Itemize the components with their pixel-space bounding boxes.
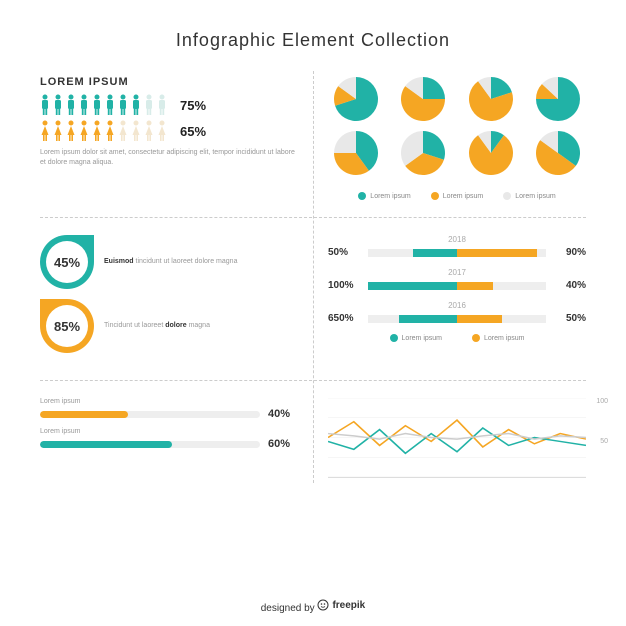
year-left-pct: 650% bbox=[328, 313, 362, 324]
page-title: Infographic Element Collection bbox=[40, 30, 586, 51]
progress-fill bbox=[40, 441, 172, 448]
legend-label: Lorem ipsum bbox=[443, 193, 483, 200]
callout-circle: 45% bbox=[40, 235, 94, 289]
year-block: 2017 100% 40% bbox=[328, 268, 586, 291]
pie-chart bbox=[400, 76, 446, 122]
yearbars-section: 2018 50% 90% 2017 100% 40% 2016 650% bbox=[328, 230, 586, 368]
legend-dot bbox=[390, 334, 398, 342]
year-block: 2016 650% 50% bbox=[328, 301, 586, 324]
callout-text: Euismod tincidunt ut laoreet dolore magn… bbox=[104, 257, 237, 268]
pie-chart bbox=[468, 76, 514, 122]
legend-label: Lorem ipsum bbox=[370, 193, 410, 200]
pictogram-desc: Lorem ipsum dolor sit amet, consectetur … bbox=[40, 148, 298, 168]
callout: 85% Tincidunt ut laoreet dolore magna bbox=[40, 299, 298, 353]
legend-dot bbox=[503, 192, 511, 200]
progress-fill bbox=[40, 411, 128, 418]
linechart-section: 100 50 bbox=[328, 393, 586, 483]
year-label: 2016 bbox=[328, 301, 586, 310]
legend-dot bbox=[472, 334, 480, 342]
pictogram-row: 75% bbox=[40, 94, 298, 116]
y-label: 100 bbox=[596, 398, 608, 405]
progress-pct: 40% bbox=[268, 408, 298, 420]
pie-legend: Lorem ipsum Lorem ipsum Lorem ipsum bbox=[328, 192, 586, 200]
progress-block: Lorem ipsum 60% bbox=[40, 428, 298, 450]
pie-chart bbox=[535, 76, 581, 122]
footer: designed by freepik bbox=[0, 599, 626, 614]
callout-circle: 85% bbox=[40, 299, 94, 353]
y-label: 50 bbox=[600, 438, 608, 445]
legend-label: Lorem ipsum bbox=[515, 193, 555, 200]
year-right-pct: 40% bbox=[552, 280, 586, 291]
pie-wrap bbox=[328, 130, 384, 176]
year-label: 2018 bbox=[328, 235, 586, 244]
progress-label: Lorem ipsum bbox=[40, 398, 298, 405]
legend-item: Lorem ipsum bbox=[503, 192, 555, 200]
pie-wrap bbox=[531, 76, 587, 122]
progress-track bbox=[40, 441, 260, 448]
pie-wrap bbox=[328, 76, 384, 122]
year-bar bbox=[368, 315, 546, 323]
pie-chart bbox=[400, 130, 446, 176]
pie-wrap bbox=[463, 130, 519, 176]
year-right-pct: 90% bbox=[552, 247, 586, 258]
pie-wrap bbox=[396, 76, 452, 122]
legend-dot bbox=[358, 192, 366, 200]
year-bar bbox=[368, 282, 546, 290]
legend-dot bbox=[431, 192, 439, 200]
callout: 45% Euismod tincidunt ut laoreet dolore … bbox=[40, 235, 298, 289]
pie-chart bbox=[535, 130, 581, 176]
callouts-section: 45% Euismod tincidunt ut laoreet dolore … bbox=[40, 230, 298, 368]
pictogram-row: 65% bbox=[40, 120, 298, 142]
callout-pct: 85% bbox=[46, 305, 88, 347]
callout-pct: 45% bbox=[46, 241, 88, 283]
pie-wrap bbox=[531, 130, 587, 176]
year-bar bbox=[368, 249, 546, 257]
year-row: 100% 40% bbox=[328, 280, 586, 291]
year-label: 2017 bbox=[328, 268, 586, 277]
pie-wrap bbox=[396, 130, 452, 176]
progress-track bbox=[40, 411, 260, 418]
progress-pct: 60% bbox=[268, 438, 298, 450]
year-block: 2018 50% 90% bbox=[328, 235, 586, 258]
infographic-grid: LOREM IPSUM 75% 65% Lorem ipsum dolor sit… bbox=[40, 71, 586, 483]
year-right-pct: 50% bbox=[552, 313, 586, 324]
pie-chart bbox=[333, 130, 379, 176]
legend-item: Lorem ipsum bbox=[472, 334, 524, 342]
pie-chart bbox=[333, 76, 379, 122]
footer-prefix: designed by bbox=[261, 603, 315, 614]
year-row: 50% 90% bbox=[328, 247, 586, 258]
pictogram-pct: 65% bbox=[180, 124, 206, 139]
year-legend: Lorem ipsum Lorem ipsum bbox=[328, 334, 586, 342]
pictogram-pct: 75% bbox=[180, 98, 206, 113]
pictogram-title: LOREM IPSUM bbox=[40, 76, 298, 88]
vertical-divider bbox=[313, 71, 314, 483]
footer-brand: freepik bbox=[317, 599, 365, 611]
legend-label: Lorem ipsum bbox=[484, 335, 524, 342]
pie-chart bbox=[468, 130, 514, 176]
line-chart: 100 50 bbox=[328, 398, 586, 478]
callout-text: Tincidunt ut laoreet dolore magna bbox=[104, 321, 210, 332]
year-left-pct: 50% bbox=[328, 247, 362, 258]
legend-label: Lorem ipsum bbox=[402, 335, 442, 342]
progress-section: Lorem ipsum 40% Lorem ipsum 60% bbox=[40, 393, 298, 483]
pie-wrap bbox=[463, 76, 519, 122]
year-left-pct: 100% bbox=[328, 280, 362, 291]
progress-block: Lorem ipsum 40% bbox=[40, 398, 298, 420]
year-row: 650% 50% bbox=[328, 313, 586, 324]
legend-item: Lorem ipsum bbox=[431, 192, 483, 200]
progress-label: Lorem ipsum bbox=[40, 428, 298, 435]
legend-item: Lorem ipsum bbox=[390, 334, 442, 342]
pictogram-section: LOREM IPSUM 75% 65% Lorem ipsum dolor sit… bbox=[40, 71, 298, 205]
freepik-icon bbox=[317, 599, 329, 611]
legend-item: Lorem ipsum bbox=[358, 192, 410, 200]
pies-section: Lorem ipsum Lorem ipsum Lorem ipsum bbox=[328, 71, 586, 205]
